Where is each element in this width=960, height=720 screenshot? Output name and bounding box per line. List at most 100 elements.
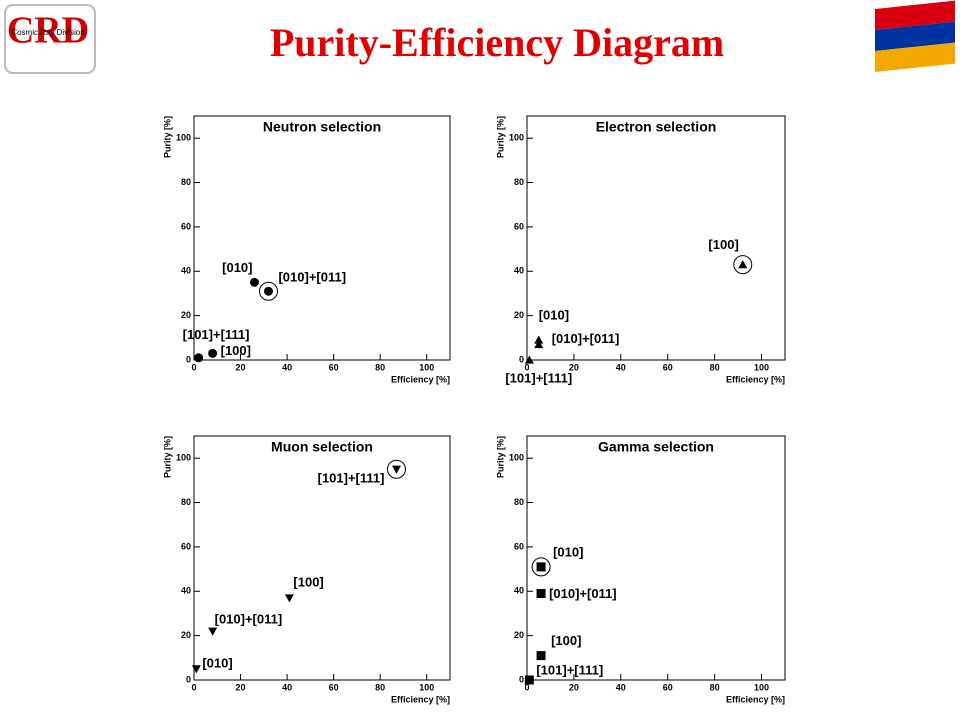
x-tick-label: 100 bbox=[419, 362, 434, 372]
y-tick-label: 80 bbox=[181, 177, 191, 187]
point-label: [100] bbox=[293, 574, 323, 589]
x-axis-label: Efficiency [%] bbox=[726, 694, 785, 704]
x-tick-label: 60 bbox=[329, 682, 339, 692]
point bbox=[250, 277, 260, 287]
x-tick-label: 60 bbox=[663, 362, 673, 372]
x-tick-label: 80 bbox=[375, 682, 385, 692]
x-tick-label: 100 bbox=[419, 682, 434, 692]
point bbox=[536, 651, 546, 661]
point-label: [100] bbox=[708, 237, 738, 252]
point bbox=[534, 339, 544, 349]
logo-letters: CRD bbox=[7, 10, 89, 52]
x-axis-label: Efficiency [%] bbox=[726, 374, 785, 384]
x-tick-label: 40 bbox=[282, 682, 292, 692]
chart-title: Muon selection bbox=[271, 439, 373, 455]
x-axis-label: Efficiency [%] bbox=[391, 694, 450, 704]
y-tick-label: 20 bbox=[181, 310, 191, 320]
y-tick-label: 40 bbox=[181, 586, 191, 596]
x-axis-label: Efficiency [%] bbox=[391, 374, 450, 384]
highlight-ring bbox=[531, 557, 551, 577]
y-tick-label: 100 bbox=[176, 133, 191, 143]
x-tick-label: 40 bbox=[616, 682, 626, 692]
point-label: [010] bbox=[553, 544, 583, 559]
point bbox=[284, 594, 294, 603]
plot-frame bbox=[193, 435, 451, 681]
x-tick-label: 60 bbox=[329, 362, 339, 372]
y-tick-label: 0 bbox=[519, 674, 524, 684]
point-label: [101]+[111] bbox=[318, 471, 385, 486]
y-tick-label: 20 bbox=[181, 630, 191, 640]
point-label: [010]+[011] bbox=[552, 331, 620, 346]
point-label: [101]+[111] bbox=[505, 370, 572, 385]
x-tick-label: 0 bbox=[191, 362, 196, 372]
flag-red bbox=[875, 0, 955, 31]
y-tick-label: 80 bbox=[514, 497, 524, 507]
point bbox=[536, 588, 546, 598]
scatter-chart: 0 20 40 60 80 100 0 20 40 60 80 100 Efficiency [%] Pu… bbox=[162, 435, 451, 704]
y-tick-label: 40 bbox=[514, 266, 524, 276]
x-tick-label: 100 bbox=[754, 682, 769, 692]
logo-frame bbox=[4, 4, 96, 74]
slide-title: Purity-Efficiency Diagram bbox=[270, 20, 724, 65]
point-label: [010] bbox=[222, 260, 252, 275]
y-axis-label: Purity [%] bbox=[495, 116, 505, 158]
logo: CRD Cosmic Ray Division bbox=[4, 4, 96, 74]
chart-title: Electron selection bbox=[596, 119, 717, 135]
plot-frame bbox=[526, 435, 786, 681]
y-tick-label: 20 bbox=[514, 630, 524, 640]
plot-frame bbox=[193, 115, 451, 361]
point-label: [101]+[111] bbox=[183, 327, 250, 342]
point-label: [010] bbox=[539, 307, 569, 322]
point-label: [100] bbox=[551, 633, 581, 648]
point bbox=[208, 627, 218, 636]
y-tick-label: 80 bbox=[514, 177, 524, 187]
x-tick-label: 40 bbox=[616, 362, 626, 372]
y-tick-label: 100 bbox=[509, 453, 524, 463]
point-label: [010] bbox=[202, 655, 232, 670]
point bbox=[391, 465, 401, 474]
y-tick-label: 20 bbox=[514, 310, 524, 320]
chart-title: Gamma selection bbox=[598, 439, 714, 455]
point-label: [010]+[011] bbox=[215, 612, 283, 627]
y-tick-label: 60 bbox=[181, 221, 191, 231]
point bbox=[738, 260, 748, 269]
y-tick-label: 0 bbox=[519, 354, 524, 364]
highlight-ring bbox=[733, 255, 753, 275]
y-axis-label: Purity [%] bbox=[162, 116, 172, 158]
flag bbox=[875, 0, 955, 73]
x-tick-label: 80 bbox=[375, 362, 385, 372]
point bbox=[263, 286, 273, 296]
scatter-chart: 0 20 40 60 80 100 0 20 40 60 80 100 Efficiency [%] Pu… bbox=[495, 435, 786, 704]
y-tick-label: 80 bbox=[181, 497, 191, 507]
x-tick-label: 100 bbox=[754, 362, 769, 372]
x-tick-label: 20 bbox=[569, 362, 579, 372]
scatter-chart: 0 20 40 60 80 100 0 20 40 60 80 100 Efficiency [%] Pu… bbox=[162, 115, 451, 384]
point bbox=[208, 348, 218, 358]
x-tick-label: 0 bbox=[191, 682, 196, 692]
chart-title: Neutron selection bbox=[263, 119, 381, 135]
point bbox=[524, 355, 534, 364]
point-label: [010]+[011] bbox=[278, 270, 346, 285]
x-tick-label: 0 bbox=[524, 362, 529, 372]
scatter-chart: 0 20 40 60 80 100 0 20 40 60 80 100 Efficiency [%] Pu… bbox=[495, 115, 786, 385]
y-axis-label: Purity [%] bbox=[162, 436, 172, 478]
point-label: [010]+[011] bbox=[549, 586, 617, 601]
y-tick-label: 60 bbox=[514, 221, 524, 231]
y-tick-label: 40 bbox=[514, 586, 524, 596]
flag-blue bbox=[875, 21, 955, 52]
x-tick-label: 20 bbox=[236, 682, 246, 692]
x-tick-label: 40 bbox=[282, 362, 292, 372]
y-tick-label: 60 bbox=[514, 541, 524, 551]
point bbox=[536, 562, 546, 572]
highlight-ring bbox=[386, 459, 406, 479]
point bbox=[191, 665, 201, 674]
point bbox=[524, 675, 534, 685]
x-tick-label: 0 bbox=[524, 682, 529, 692]
y-tick-label: 0 bbox=[186, 674, 191, 684]
point bbox=[194, 353, 204, 363]
x-tick-label: 60 bbox=[663, 682, 673, 692]
point bbox=[534, 335, 544, 344]
point-label: [100] bbox=[221, 343, 251, 358]
